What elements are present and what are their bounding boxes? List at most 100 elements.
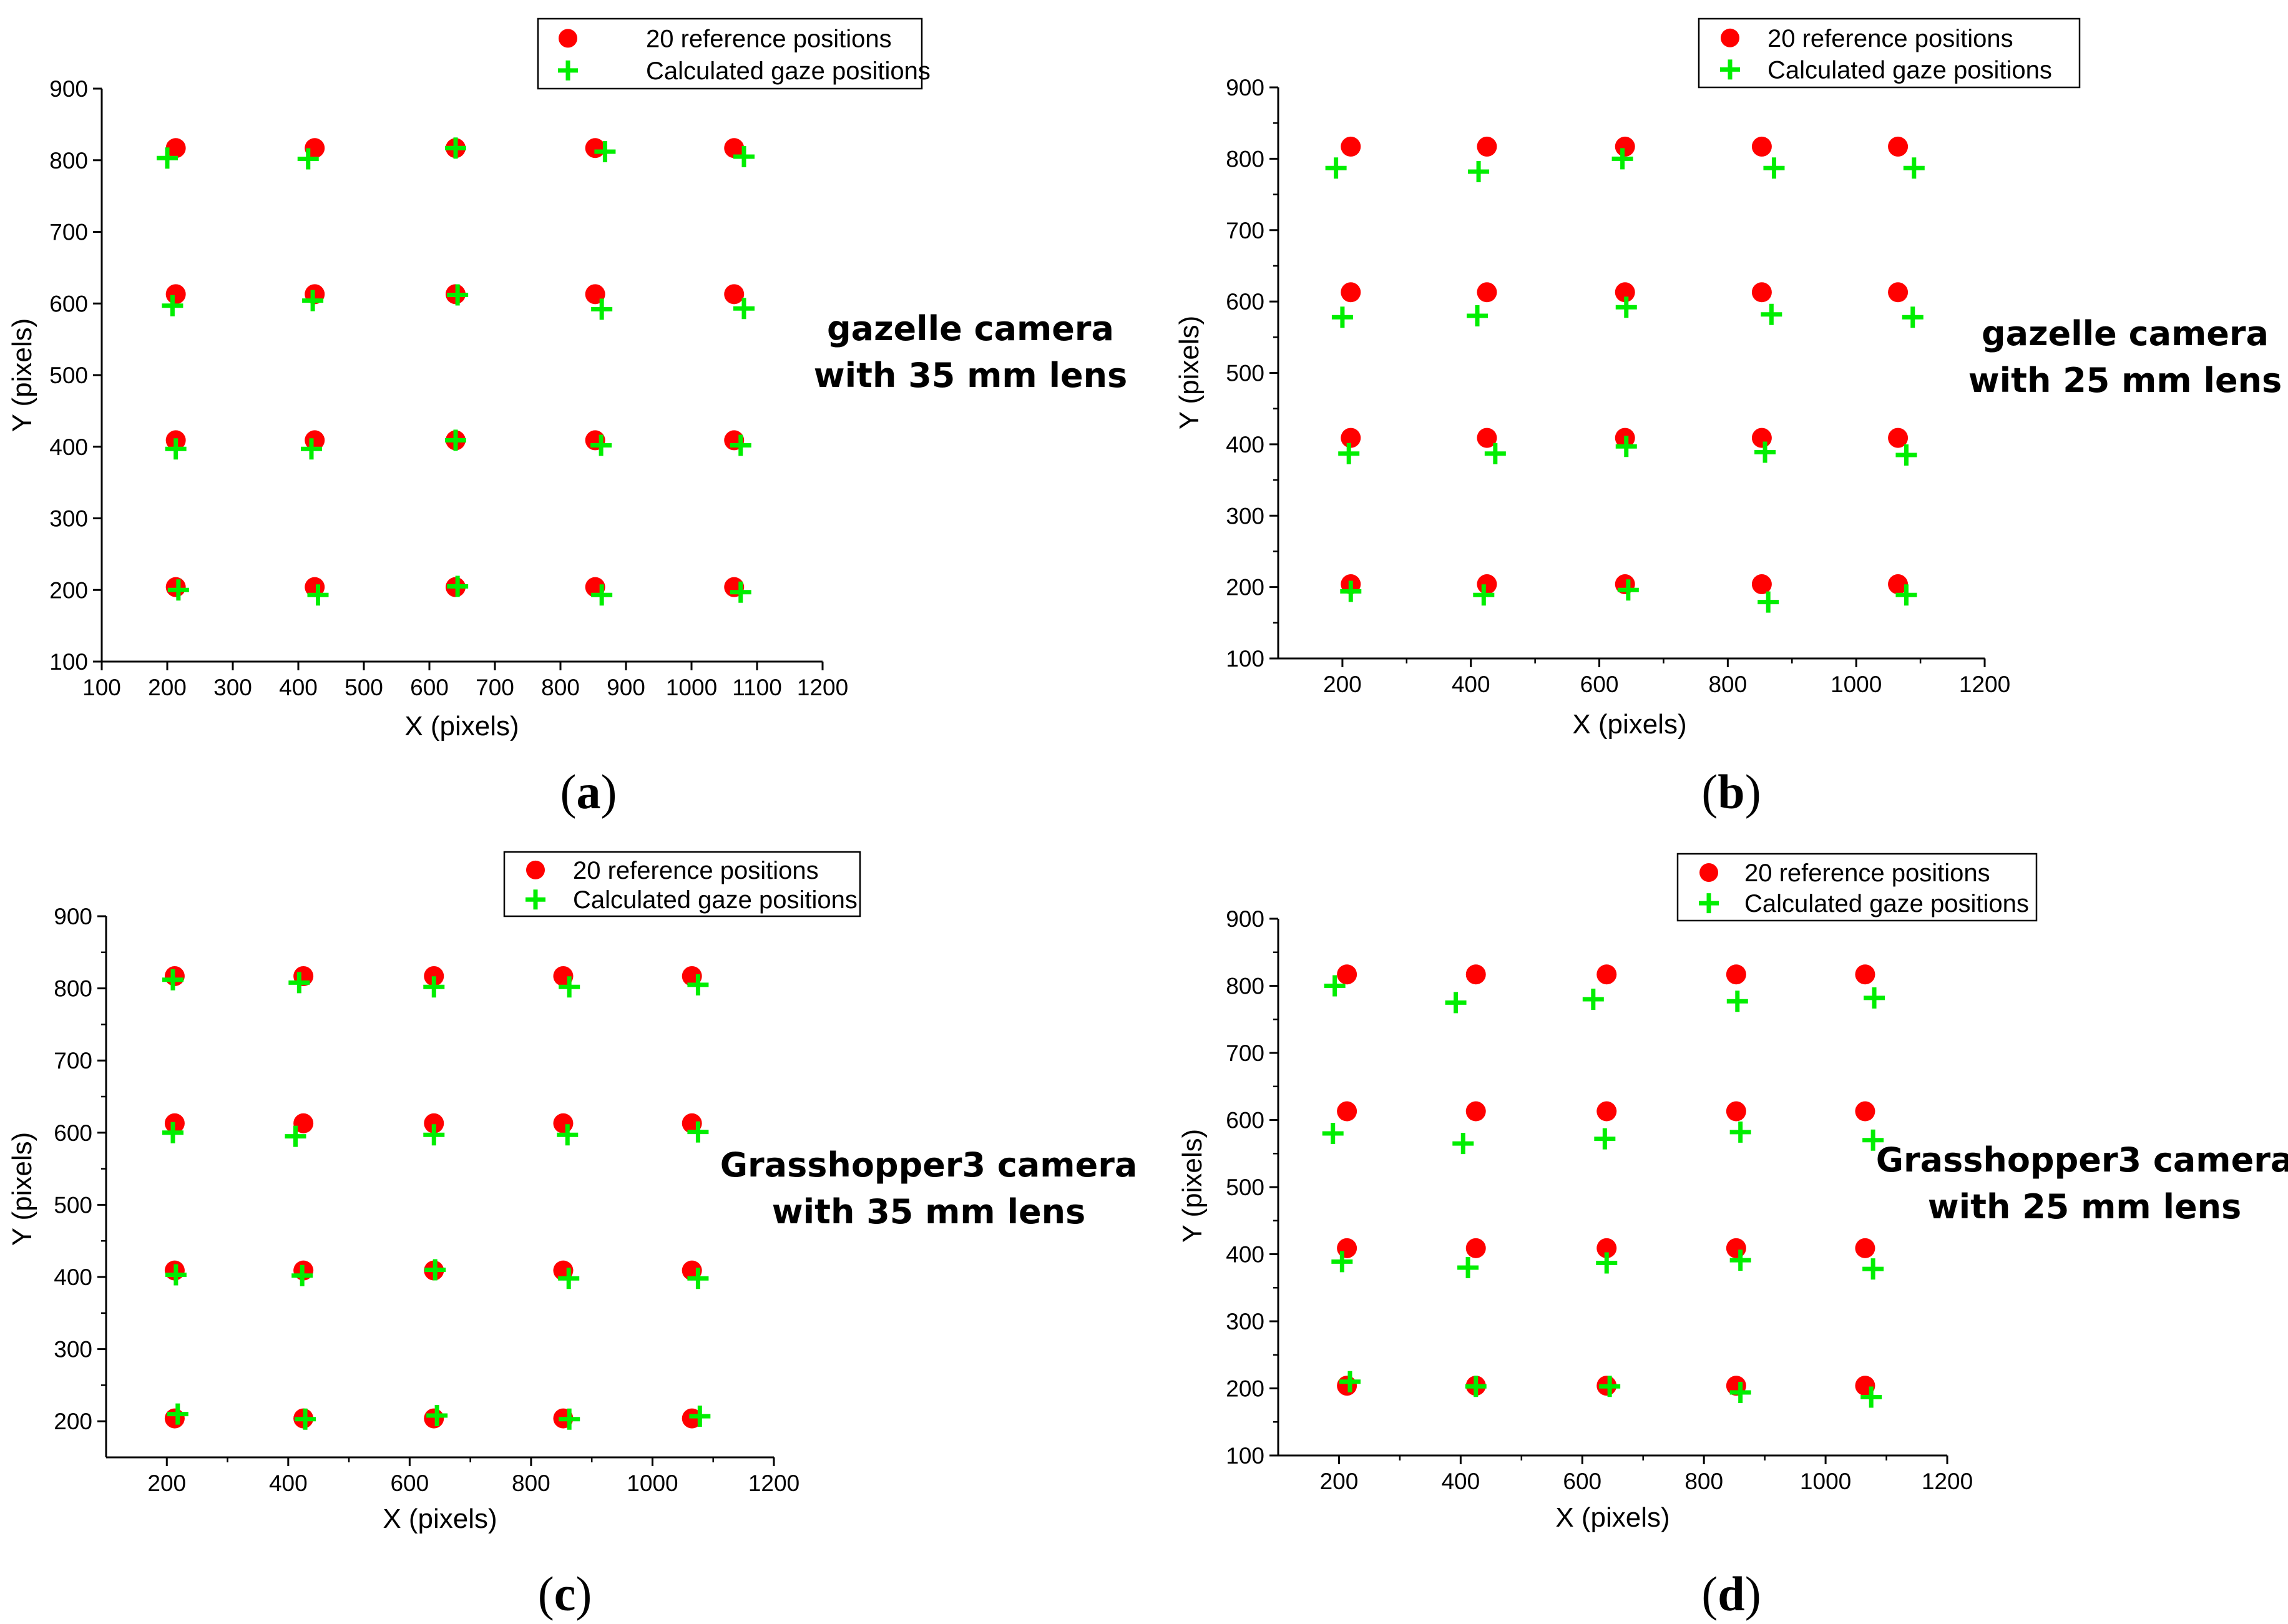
x-tick-label: 200 — [1323, 672, 1362, 697]
x-tick-label: 800 — [1684, 1469, 1723, 1494]
gaze-point — [1457, 1257, 1479, 1278]
y-tick-label: 500 — [49, 363, 88, 388]
reference-point — [164, 1408, 185, 1429]
legend-frame — [1676, 853, 2038, 922]
gaze-point — [1862, 1258, 1884, 1280]
camera-note-line1: gazelle camera — [1982, 314, 2269, 353]
gaze-point — [302, 290, 324, 311]
gaze-point — [1726, 991, 1748, 1012]
gaze-point — [167, 579, 189, 601]
y-tick-label: 400 — [54, 1264, 92, 1290]
gaze-point — [730, 434, 751, 456]
y-tick-label: 500 — [1226, 361, 1264, 386]
y-tick-label: 700 — [1226, 1040, 1264, 1066]
camera-note-line2: with 25 mm lens — [1968, 361, 2282, 400]
x-tick-label: 800 — [541, 675, 580, 700]
reference-point — [1888, 282, 1909, 303]
x-tick-label: 300 — [213, 675, 252, 700]
gaze-point — [1729, 1121, 1751, 1143]
y-tick-label: 800 — [54, 976, 92, 1002]
panel-label-open: ( — [1701, 1567, 1718, 1621]
x-tick-label: 100 — [82, 675, 121, 700]
reference-point — [165, 284, 186, 305]
camera-note-line1: gazelle camera — [827, 309, 1114, 348]
gaze-point — [594, 140, 616, 162]
gaze-point — [447, 284, 469, 306]
gaze-point — [301, 438, 322, 460]
panel-label-letter: a — [577, 765, 601, 819]
reference-point — [1465, 1101, 1486, 1122]
reference-point — [1465, 1238, 1486, 1258]
x-axis-title: X (pixels) — [1572, 709, 1686, 740]
gaze-point — [1467, 305, 1489, 326]
gaze-point — [1582, 989, 1604, 1010]
gaze-point — [1895, 444, 1917, 466]
x-tick-label: 200 — [148, 675, 187, 700]
x-axis-title: X (pixels) — [383, 1504, 497, 1534]
gaze-point — [165, 1264, 187, 1286]
gaze-point — [447, 575, 469, 597]
reference-point — [1477, 136, 1497, 157]
x-axis-title: X (pixels) — [404, 711, 519, 741]
reference-point — [1751, 574, 1772, 595]
gaze-point — [162, 295, 183, 316]
gaze-point — [1340, 580, 1362, 602]
legend-frame — [1698, 17, 2081, 89]
y-tick-label: 900 — [49, 76, 88, 102]
panel-label-close: ) — [601, 765, 617, 819]
gaze-point — [1617, 579, 1639, 601]
gaze-point — [559, 976, 580, 998]
reference-point — [1855, 1238, 1875, 1258]
legend-reference-marker — [559, 29, 577, 48]
reference-point — [1888, 574, 1909, 595]
reference-point — [585, 138, 605, 159]
reference-point — [1596, 964, 1617, 985]
y-tick-label: 600 — [1226, 289, 1264, 315]
gaze-point — [733, 298, 755, 320]
reference-point — [424, 1113, 444, 1133]
reference-point — [1477, 428, 1497, 448]
y-tick-label: 500 — [54, 1192, 92, 1218]
reference-point — [724, 284, 745, 305]
gaze-point — [1596, 1252, 1618, 1274]
reference-point — [1337, 1101, 1357, 1122]
gaze-point — [1339, 1371, 1361, 1392]
reference-point — [1477, 282, 1497, 303]
y-tick-label: 600 — [54, 1120, 92, 1146]
gaze-point — [1445, 992, 1467, 1014]
reference-point — [424, 966, 444, 986]
reference-point — [1726, 964, 1746, 985]
gaze-point — [730, 581, 751, 603]
reference-point — [1341, 136, 1361, 157]
y-tick-label: 100 — [49, 649, 88, 675]
gaze-point — [445, 429, 466, 451]
reference-point — [165, 138, 186, 159]
gaze-point — [291, 1264, 313, 1286]
gaze-point — [559, 1408, 580, 1430]
reference-point — [1888, 136, 1909, 157]
gaze-point — [165, 438, 187, 460]
y-tick-label: 700 — [1226, 218, 1264, 243]
reference-point — [1751, 428, 1772, 448]
x-tick-label: 900 — [607, 675, 645, 700]
gaze-point — [1338, 443, 1360, 464]
reference-point — [1615, 282, 1635, 303]
y-tick-label: 800 — [1226, 974, 1264, 999]
reference-point — [1477, 574, 1497, 595]
gaze-point — [1615, 296, 1637, 318]
reference-point — [1751, 282, 1772, 303]
gaze-point — [307, 584, 329, 606]
y-tick-label: 900 — [1226, 75, 1264, 100]
y-tick-label: 200 — [1226, 1376, 1264, 1402]
gaze-point — [1465, 1376, 1487, 1397]
legend: 20 reference positions Calculated gaze po… — [1698, 17, 2081, 89]
x-tick-label: 1000 — [1831, 672, 1882, 697]
y-tick-label: 100 — [1226, 646, 1264, 672]
y-axis-title: Y (pixels) — [1174, 316, 1205, 430]
reference-point — [1615, 136, 1635, 157]
reference-point — [1751, 136, 1772, 157]
x-tick-label: 400 — [279, 675, 318, 700]
y-tick-label: 800 — [1226, 146, 1264, 172]
gaze-point — [1322, 1123, 1344, 1144]
